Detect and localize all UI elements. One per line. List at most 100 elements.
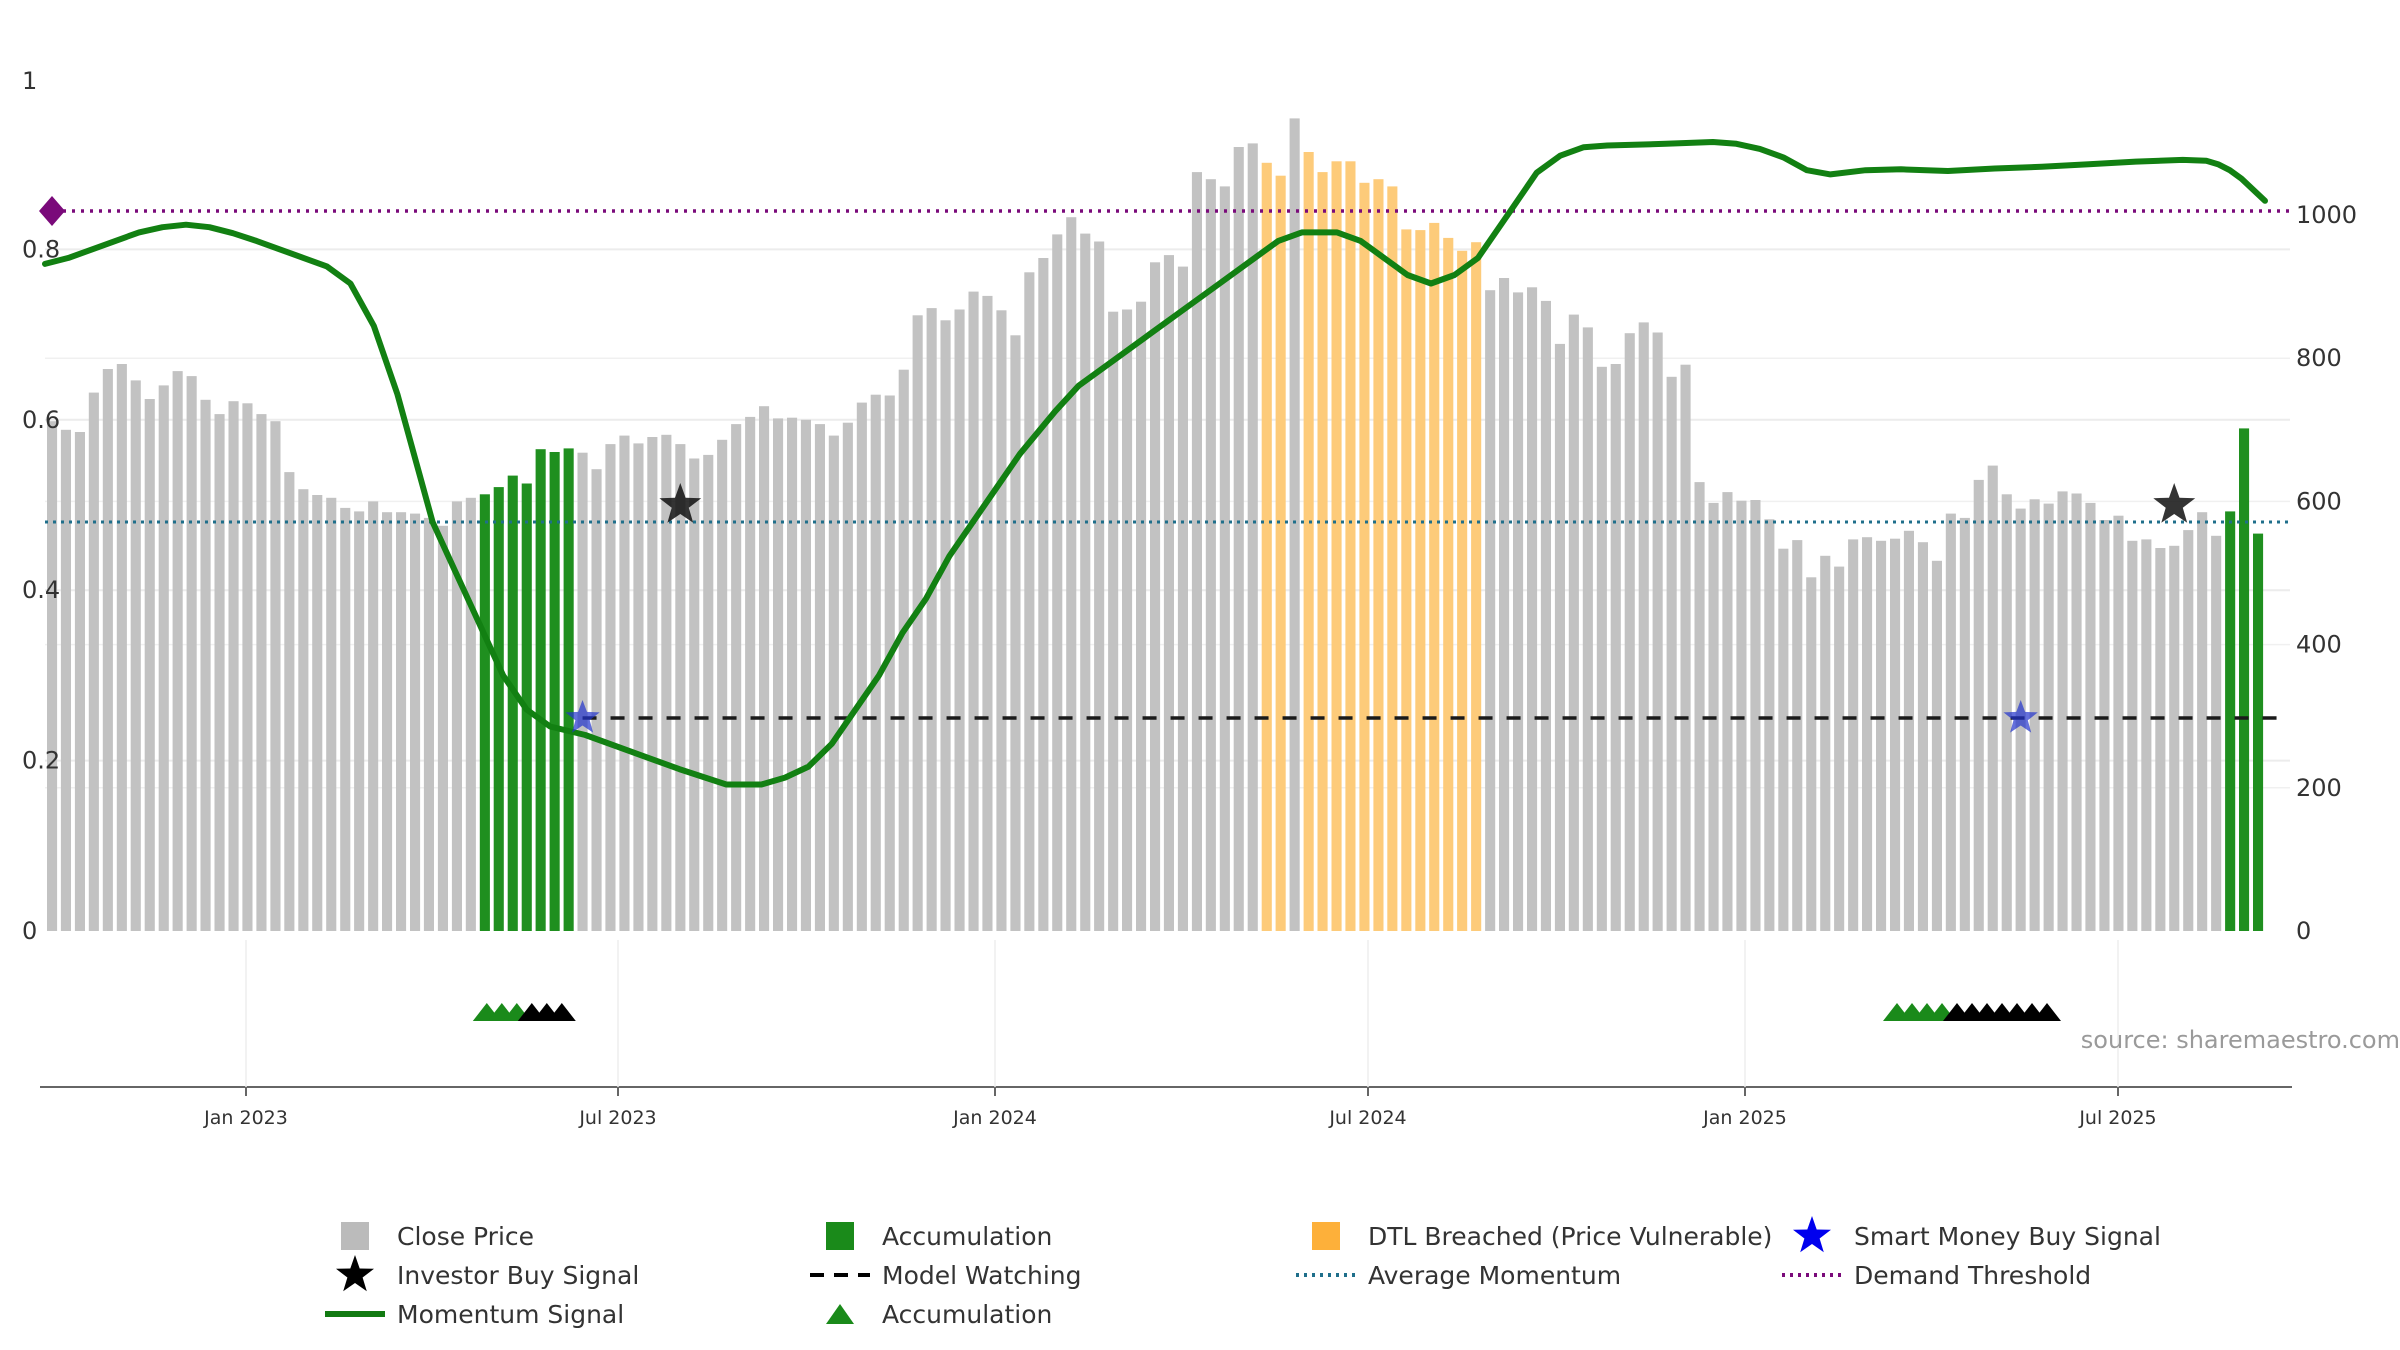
close-price-bar [1917, 542, 1928, 931]
close-price-bar [1205, 179, 1216, 931]
right-tick-label: 0 [2296, 917, 2311, 945]
close-price-bar [228, 401, 239, 931]
close-price-bar [130, 380, 141, 931]
accumulation-bar [563, 448, 574, 931]
momentum-signal [42, 139, 2268, 788]
close-price-bar [1638, 322, 1649, 931]
close-price-bar [1680, 364, 1691, 931]
close-price-bar [298, 489, 309, 931]
close-price-bar [312, 495, 323, 931]
close-price-bar [284, 472, 295, 931]
accumulation-triangle [547, 1003, 576, 1021]
close-price-bar [675, 444, 686, 931]
close-price-bar [996, 310, 1007, 931]
close-price-bar [172, 371, 183, 932]
close-price-bar [787, 417, 798, 931]
x-tick-label: Jul 2023 [578, 1107, 656, 1129]
accumulation-triangle [2033, 1003, 2061, 1021]
right-tick-label: 800 [2296, 344, 2342, 372]
accumulation-bar [2225, 511, 2236, 931]
close-price-bar [340, 507, 351, 931]
investor-buy-star [659, 483, 702, 523]
close-price-bar [1568, 314, 1579, 932]
x-tick-label: Jul 2024 [1328, 1107, 1406, 1129]
close-price-bar [1094, 241, 1105, 931]
legend-label: Smart Money Buy Signal [1854, 1222, 2161, 1251]
close-price-bar [1150, 262, 1161, 931]
close-price-bar [1903, 530, 1914, 931]
close-price-bar [1136, 301, 1147, 931]
close-price-bar [703, 454, 714, 931]
close-price-bar [1666, 376, 1677, 931]
price-bars [47, 118, 2264, 932]
close-price-bar [1820, 555, 1831, 931]
close-price-bar [2169, 545, 2180, 931]
close-price-bar [1024, 272, 1035, 931]
dtl-breached-bar [1345, 161, 1356, 932]
close-price-bar [1540, 300, 1551, 931]
right-tick-label: 1000 [2296, 201, 2357, 229]
left-tick-label: 0 [22, 917, 37, 945]
legend-label: Average Momentum [1368, 1261, 1621, 1290]
close-price-bar [1233, 147, 1244, 931]
close-price-bar [1554, 343, 1565, 931]
left-tick-label: 0.8 [22, 235, 60, 263]
close-price-bar [116, 364, 127, 931]
smart-money-buy-star [2003, 700, 2038, 733]
dtl-breached-bar [1457, 250, 1468, 932]
close-price-bar [1485, 290, 1496, 931]
close-price-bar [1513, 292, 1524, 931]
dtl-breached-bar [1401, 229, 1412, 931]
legend-item: Demand Threshold [1782, 1261, 2091, 1290]
reference-lines [39, 196, 2290, 720]
left-tick-label: 1 [22, 67, 37, 95]
close-price-bar [1191, 172, 1202, 932]
close-price-bar [2029, 499, 2040, 931]
accumulation-bar [479, 494, 490, 931]
close-price-bar [1219, 186, 1230, 931]
legend: Close Price Accumulation DTL Breached (Pri… [325, 1216, 2161, 1329]
close-price-bar [1596, 366, 1607, 931]
legend-item: Momentum Signal [325, 1300, 624, 1329]
close-price-bar [577, 452, 588, 931]
legend-item: Model Watching [810, 1261, 1082, 1290]
close-price-bar [1959, 517, 1970, 931]
momentum-line [42, 139, 2268, 788]
demand-threshold-marker [39, 196, 65, 227]
close-price-bar [1177, 266, 1188, 932]
close-price-bar [912, 315, 923, 931]
close-price-bar [1247, 143, 1258, 931]
close-price-bar [368, 501, 379, 931]
legend-swatch [341, 1222, 369, 1250]
close-price-bar [633, 443, 644, 931]
legend-swatch [826, 1222, 854, 1250]
axes: Jan 2023 Jul 2023 Jan 2024 Jul 2024 Jan 2025… [22, 67, 2357, 1129]
close-price-bar [731, 424, 742, 931]
close-price-bar [1122, 309, 1133, 931]
close-price-bar [1862, 537, 1873, 931]
close-price-bar [60, 429, 71, 931]
close-price-bar [1848, 539, 1859, 931]
legend-label: Model Watching [882, 1261, 1082, 1290]
close-price-bar [2141, 539, 2152, 931]
dtl-breached-bar [1387, 186, 1398, 931]
close-price-bar [382, 512, 393, 931]
close-price-bar [982, 295, 993, 931]
legend-triangle-icon [826, 1304, 854, 1324]
accumulation-bar [2239, 428, 2250, 931]
dtl-breached-bar [1303, 152, 1314, 931]
close-price-bar [1778, 548, 1789, 931]
close-price-bar [1652, 332, 1663, 931]
close-price-bar [47, 421, 58, 931]
dtl-breached-bar [1359, 182, 1370, 932]
close-price-bar [88, 392, 99, 932]
close-price-bar [256, 414, 267, 932]
close-price-bar [605, 444, 616, 931]
close-price-bar [745, 416, 756, 931]
investor-buy-star [2153, 483, 2196, 523]
close-price-bar [74, 432, 85, 931]
close-price-bar [647, 437, 658, 931]
accumulation-bar [535, 449, 546, 931]
left-tick-label: 0.6 [22, 406, 60, 434]
